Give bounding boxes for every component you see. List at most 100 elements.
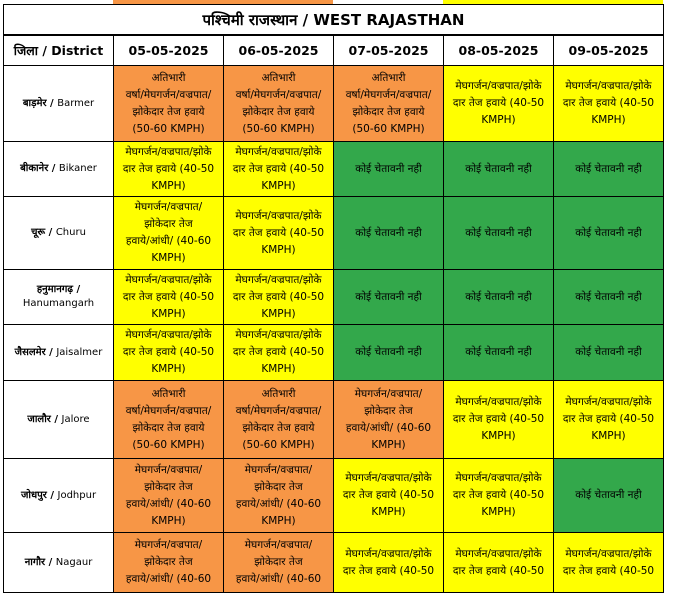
district-cell: जालौर / Jalore xyxy=(3,380,114,459)
warning-cell: कोई चेतावनी नही xyxy=(443,324,554,381)
warning-text: मेघगर्जन/वज्रपात/ झोकेदार तेज हवाये/आंधी… xyxy=(235,463,322,527)
warning-cell: मेघगर्जन/वज्रपात/झोके दार तेज हवाये (40-… xyxy=(553,380,664,459)
warning-cell: मेघगर्जन/वज्रपात/झोके दार तेज हवाये (40-… xyxy=(113,269,224,325)
warning-text: मेघगर्जन/वज्रपात/झोके दार तेज हवाये (40-… xyxy=(562,547,655,577)
warning-cell: मेघगर्जन/वज्रपात/झोके दार तेज हवाये (40-… xyxy=(223,196,334,270)
previous-row-edge xyxy=(0,0,699,4)
warning-cell: मेघगर्जन/वज्रपात/ झोकेदार तेज हवाये/आंधी… xyxy=(113,196,224,270)
district-name-hindi: जालौर xyxy=(27,413,51,425)
warning-cell: मेघगर्जन/वज्रपात/ झोकेदार तेज हवाये/आंधी… xyxy=(113,532,224,593)
district-name-hindi: बाड़मेर xyxy=(22,97,47,109)
warning-text: मेघगर्जन/वज्रपात/झोके दार तेज हवाये (40-… xyxy=(342,547,435,577)
table-row: नागौर / Nagaur मेघगर्जन/वज्रपात/ झोकेदार … xyxy=(3,532,664,593)
warning-cell: मेघगर्जन/वज्रपात/ झोकेदार तेज हवाये/आंधी… xyxy=(223,458,334,533)
warning-cell: मेघगर्जन/वज्रपात/झोके दार तेज हवाये (40-… xyxy=(113,141,224,197)
warning-cell: मेघगर्जन/वज्रपात/झोके दार तेज हवाये (40-… xyxy=(443,380,554,459)
warning-text: मेघगर्जन/वज्रपात/ झोकेदार तेज हवाये/आंधी… xyxy=(125,201,212,264)
warning-cell: कोई चेतावनी नही xyxy=(553,196,664,270)
warning-text: मेघगर्जन/वज्रपात/झोके दार तेज हवाये (40-… xyxy=(452,472,545,518)
warning-cell: मेघगर्जन/वज्रपात/झोके दार तेज हवाये (40-… xyxy=(443,65,554,142)
warning-cell: कोई चेतावनी नही xyxy=(333,324,444,381)
district-cell: चूरू / Churu xyxy=(3,196,114,270)
warning-text: मेघगर्जन/वज्रपात/झोके दार तेज हवाये (40-… xyxy=(122,329,215,375)
warning-text: मेघगर्जन/वज्रपात/झोके दार तेज हवाये (40-… xyxy=(452,396,545,442)
warning-cell: कोई चेतावनी नही xyxy=(553,458,664,533)
warning-cell: मेघगर्जन/वज्रपात/झोके दार तेज हवाये (40-… xyxy=(223,141,334,197)
date-header: 06-05-2025 xyxy=(223,35,334,66)
warning-cell: अतिभारी वर्षा/मेघगर्जन/वज्रपात/ झोकेदार … xyxy=(113,380,224,459)
warning-text: मेघगर्जन/वज्रपात/झोके दार तेज हवाये (40-… xyxy=(342,472,435,518)
district-name-hindi: हनुमानगढ़ / xyxy=(36,284,81,295)
warning-text: कोई चेतावनी नही xyxy=(575,162,642,175)
warning-text: कोई चेतावनी नही xyxy=(465,346,532,358)
warning-cell: मेघगर्जन/वज्रपात/झोके दार तेज हवाये (40-… xyxy=(223,324,334,381)
warning-text: मेघगर्जन/वज्रपात/झोके दार तेज हवाये (40-… xyxy=(562,80,655,126)
warning-cell: अतिभारी वर्षा/मेघगर्जन/वज्रपात/ झोकेदार … xyxy=(333,65,444,142)
warning-text: कोई चेतावनी नही xyxy=(465,226,532,239)
district-name-english: Jaisalmer xyxy=(56,346,103,358)
district-name-english: Jalore xyxy=(61,413,90,425)
warning-cell: अतिभारी वर्षा/मेघगर्जन/वज्रपात/ झोकेदार … xyxy=(113,65,224,142)
table-row: जोधपुर / Jodhpur मेघगर्जन/वज्रपात/ झोकेदा… xyxy=(3,458,664,533)
warning-text: मेघगर्जन/वज्रपात/झोके दार तेज हवाये (40-… xyxy=(122,145,215,192)
warning-cell: कोई चेतावनी नही xyxy=(333,269,444,325)
date-header: 05-05-2025 xyxy=(113,35,224,66)
warning-cell: मेघगर्जन/वज्रपात/झोके दार तेज हवाये (40-… xyxy=(443,532,554,593)
date-header: 07-05-2025 xyxy=(333,35,444,66)
district-name-english: Jodhpur xyxy=(57,489,97,501)
warning-cell: मेघगर्जन/वज्रपात/झोके दार तेज हवाये (40-… xyxy=(553,532,664,593)
warning-cell: कोई चेतावनी नही xyxy=(333,141,444,197)
table-row: चूरू / Churu मेघगर्जन/वज्रपात/ झोकेदार ते… xyxy=(3,196,664,270)
warning-cell: मेघगर्जन/वज्रपात/झोके दार तेज हवाये (40-… xyxy=(223,269,334,325)
warning-text: कोई चेतावनी नही xyxy=(355,226,422,239)
warning-text: अतिभारी वर्षा/मेघगर्जन/वज्रपात/ झोकेदार … xyxy=(235,387,322,451)
warning-text: मेघगर्जन/वज्रपात/झोके दार तेज हवाये (40-… xyxy=(232,329,325,375)
warning-cell: कोई चेतावनी नही xyxy=(443,141,554,197)
warning-text: अतिभारी वर्षा/मेघगर्जन/वज्रपात/ झोकेदार … xyxy=(125,387,212,451)
warning-cell: मेघगर्जन/वज्रपात/ झोकेदार तेज हवाये/आंधी… xyxy=(223,532,334,593)
warning-text: मेघगर्जन/वज्रपात/ झोकेदार तेज हवाये/आंधी… xyxy=(235,539,322,585)
district-name-english: Bikaner xyxy=(58,163,97,174)
table-row: जैसलमेर / Jaisalmer मेघगर्जन/वज्रपात/झोके… xyxy=(3,324,664,381)
table-row: बाड़मेर / Barmer अतिभारी वर्षा/मेघगर्जन/व… xyxy=(3,65,664,142)
district-name-english: Nagaur xyxy=(55,556,93,568)
warning-text: मेघगर्जन/वज्रपात/झोके दार तेज हवाये (40-… xyxy=(452,547,545,577)
district-cell: बीकानेर / Bikaner xyxy=(3,141,114,197)
warning-cell: मेघगर्जन/वज्रपात/झोके दार तेज हवाये (40-… xyxy=(443,458,554,533)
warning-cell: मेघगर्जन/वज्रपात/झोके दार तेज हवाये (40-… xyxy=(553,65,664,142)
warning-text: मेघगर्जन/वज्रपात/ झोकेदार तेज हवाये/आंधी… xyxy=(345,387,432,451)
district-name-hindi: जैसलमेर xyxy=(14,346,46,358)
warning-cell: कोई चेतावनी नही xyxy=(443,196,554,270)
warning-text: अतिभारी वर्षा/मेघगर्जन/वज्रपात/ झोकेदार … xyxy=(345,71,432,135)
warning-text: कोई चेतावनी नही xyxy=(465,162,532,175)
date-header: 08-05-2025 xyxy=(443,35,554,66)
warning-cell: मेघगर्जन/वज्रपात/ झोकेदार तेज हवाये/आंधी… xyxy=(333,380,444,459)
warning-cell: कोई चेतावनी नही xyxy=(553,269,664,325)
table-row: जालौर / Jalore अतिभारी वर्षा/मेघगर्जन/वज्… xyxy=(3,380,664,459)
warning-text: मेघगर्जन/वज्रपात/झोके दार तेज हवाये (40-… xyxy=(232,145,325,192)
district-name-english: Churu xyxy=(55,227,86,238)
warning-text: मेघगर्जन/वज्रपात/झोके दार तेज हवाये (40-… xyxy=(562,396,655,442)
warning-text: कोई चेतावनी नही xyxy=(355,290,422,303)
warning-text: कोई चेतावनी नही xyxy=(575,226,642,239)
warning-table: जिला / District 05-05-2025 06-05-2025 07… xyxy=(3,35,664,593)
district-cell: जैसलमेर / Jaisalmer xyxy=(3,324,114,381)
warning-cell: कोई चेतावनी नही xyxy=(443,269,554,325)
warning-cell: अतिभारी वर्षा/मेघगर्जन/वज्रपात/ झोकेदार … xyxy=(223,65,334,142)
district-cell: हनुमानगढ़ / Hanumangarh xyxy=(3,269,114,325)
district-name-hindi: नागौर xyxy=(24,556,46,568)
warning-text: मेघगर्जन/वज्रपात/झोके दार तेज हवाये (40-… xyxy=(232,273,325,320)
warning-cell: मेघगर्जन/वज्रपात/झोके दार तेज हवाये (40-… xyxy=(333,532,444,593)
warning-cell: मेघगर्जन/वज्रपात/ झोकेदार तेज हवाये/आंधी… xyxy=(113,458,224,533)
warning-cell: मेघगर्जन/वज्रपात/झोके दार तेज हवाये (40-… xyxy=(113,324,224,381)
warning-text: मेघगर्जन/वज्रपात/ झोकेदार तेज हवाये/आंधी… xyxy=(125,539,212,585)
warning-text: मेघगर्जन/वज्रपात/झोके दार तेज हवाये (40-… xyxy=(452,80,545,126)
warning-text: कोई चेतावनी नही xyxy=(355,162,422,175)
table-row: हनुमानगढ़ / Hanumangarh मेघगर्जन/वज्रपात/झ… xyxy=(3,269,664,325)
warning-text: मेघगर्जन/वज्रपात/झोके दार तेज हवाये (40-… xyxy=(232,209,325,256)
warning-text: मेघगर्जन/वज्रपात/झोके दार तेज हवाये (40-… xyxy=(122,273,215,320)
warning-cell: कोई चेतावनी नही xyxy=(333,196,444,270)
warning-text: कोई चेतावनी नही xyxy=(575,346,642,358)
district-cell: बाड़मेर / Barmer xyxy=(3,65,114,142)
warning-text: अतिभारी वर्षा/मेघगर्जन/वज्रपात/ झोकेदार … xyxy=(125,71,212,135)
